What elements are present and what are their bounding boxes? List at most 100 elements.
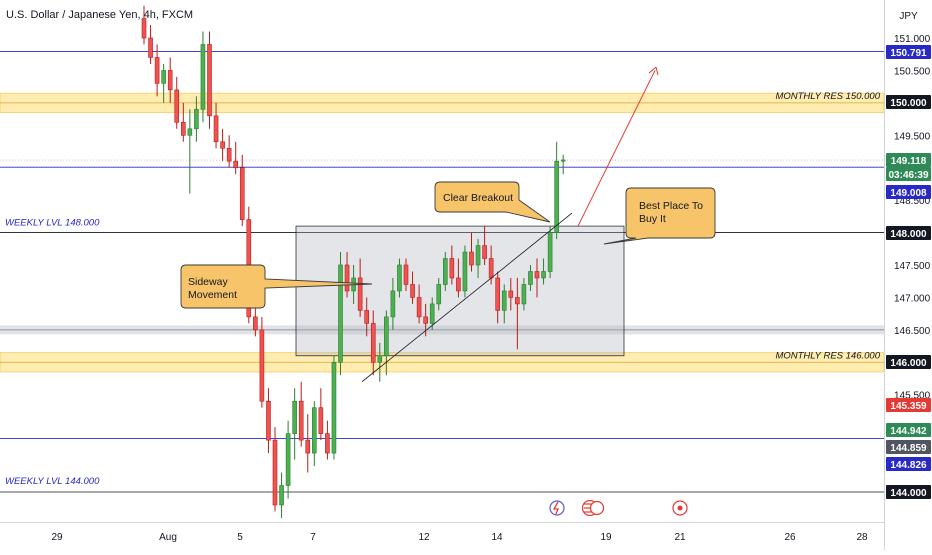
price-tag-label: 148.000 xyxy=(890,229,927,240)
candle-body[interactable] xyxy=(194,109,199,130)
candle-body[interactable] xyxy=(161,70,166,84)
candle-body[interactable] xyxy=(318,407,324,434)
candle-body[interactable] xyxy=(200,44,206,110)
candle-body[interactable] xyxy=(436,284,442,305)
candle-body[interactable] xyxy=(410,284,415,298)
candle-body[interactable] xyxy=(357,277,363,311)
level-band-146-5 xyxy=(0,325,884,335)
candle-body[interactable] xyxy=(187,128,193,136)
price-tag-label: 146.000 xyxy=(890,358,927,369)
time-axis-border xyxy=(0,522,884,523)
candle-body[interactable] xyxy=(259,329,265,402)
candle-body[interactable] xyxy=(423,316,428,324)
dot-icon xyxy=(677,505,683,511)
candle-body[interactable] xyxy=(311,407,317,454)
candle-body[interactable] xyxy=(148,37,153,58)
candle-body[interactable] xyxy=(560,159,566,162)
price-tick-label: 150.500 xyxy=(894,66,931,77)
candle-body[interactable] xyxy=(174,89,180,123)
candle-body[interactable] xyxy=(501,290,507,311)
candle-body[interactable] xyxy=(475,245,481,266)
best-place-callout-shape[interactable] xyxy=(603,187,716,245)
time-tick-label: 21 xyxy=(674,532,686,543)
best-place-callout-text: Best Place To xyxy=(639,200,703,212)
time-tick-label: 28 xyxy=(856,532,868,543)
candle-body[interactable] xyxy=(469,251,474,266)
candle-body[interactable] xyxy=(213,115,219,143)
candle-body[interactable] xyxy=(462,251,468,292)
candle-body[interactable] xyxy=(370,323,376,363)
price-tag xyxy=(886,95,931,109)
monthly-res-150-label: MONTHLY RES 150.000 xyxy=(775,91,880,102)
candle-body[interactable] xyxy=(449,258,455,279)
candle-body[interactable] xyxy=(285,433,291,486)
sideway-callout-text: Sideway xyxy=(188,276,228,288)
candle-body[interactable] xyxy=(364,310,370,324)
candle-body[interactable] xyxy=(226,147,232,162)
candle-body[interactable] xyxy=(429,303,435,324)
candle-body[interactable] xyxy=(488,258,494,279)
candle-body[interactable] xyxy=(482,245,487,259)
candle-body[interactable] xyxy=(521,284,527,305)
candle-body[interactable] xyxy=(298,400,304,441)
breakout-callout-text: Clear Breakout xyxy=(443,192,513,204)
candle-body[interactable] xyxy=(207,44,212,117)
chart-title: U.S. Dollar / Japanese Yen, 4h, FXCM xyxy=(6,9,194,21)
candle-body[interactable] xyxy=(325,433,330,454)
price-tag xyxy=(886,185,931,199)
candle-body[interactable] xyxy=(239,167,245,220)
time-tick-label: 7 xyxy=(310,532,316,543)
price-tag xyxy=(886,485,931,499)
candle-body[interactable] xyxy=(508,290,514,298)
candle-body[interactable] xyxy=(154,57,160,84)
candle-body[interactable] xyxy=(456,277,461,292)
candle-body[interactable] xyxy=(528,271,533,285)
candle-body[interactable] xyxy=(416,297,422,318)
candle-body[interactable] xyxy=(141,18,147,39)
candle-body[interactable] xyxy=(384,316,389,357)
candle-body[interactable] xyxy=(377,355,383,363)
candle-body[interactable] xyxy=(338,264,343,363)
candle-body[interactable] xyxy=(547,232,553,272)
candle-body[interactable] xyxy=(167,70,173,91)
candle-body[interactable] xyxy=(403,264,409,285)
time-tick-label: 19 xyxy=(600,532,612,543)
price-tag-label: 149.008 xyxy=(890,188,927,199)
candle-body[interactable] xyxy=(515,297,520,305)
candle-body[interactable] xyxy=(305,439,311,454)
candle-body[interactable] xyxy=(331,361,337,454)
candle-body[interactable] xyxy=(554,160,559,233)
candle-body[interactable] xyxy=(541,271,546,279)
time-tick-label: 29 xyxy=(51,532,63,543)
price-tag-label: 144.826 xyxy=(890,460,927,471)
candle-body[interactable] xyxy=(272,439,278,506)
event-icon-bolt[interactable] xyxy=(549,500,565,516)
price-tick-label: 148.500 xyxy=(894,196,931,207)
time-tick-label: 14 xyxy=(491,532,503,543)
candle-body[interactable] xyxy=(292,400,297,434)
price-tick-label: 145.500 xyxy=(894,391,931,402)
time-tick-label: 26 xyxy=(784,532,796,543)
candle-body[interactable] xyxy=(181,122,186,136)
weekly-level-144-label: WEEKLY LVL 144.000 xyxy=(5,476,100,487)
projection-arrow-line xyxy=(577,70,656,227)
candle-body[interactable] xyxy=(266,400,271,441)
event-icon-us-flag-2[interactable] xyxy=(589,500,605,516)
candle-body[interactable] xyxy=(495,277,501,311)
weekly-level-148-label: WEEKLY LVL 148.000 xyxy=(5,218,100,229)
candle-body[interactable] xyxy=(253,316,258,331)
currency-label[interactable]: JPY xyxy=(899,11,918,22)
candle-body[interactable] xyxy=(534,271,540,279)
candle-body[interactable] xyxy=(390,290,396,318)
price-tag-label: 144.859 xyxy=(890,443,927,454)
candle-body[interactable] xyxy=(442,258,448,285)
candle-body[interactable] xyxy=(279,485,284,506)
candle-body[interactable] xyxy=(220,141,225,149)
sideway-callout-shape[interactable] xyxy=(180,264,373,309)
candle-body[interactable] xyxy=(344,264,350,292)
candle-body[interactable] xyxy=(397,264,402,292)
candle-body[interactable] xyxy=(233,160,238,169)
breakout-callout-shape[interactable] xyxy=(434,181,551,223)
